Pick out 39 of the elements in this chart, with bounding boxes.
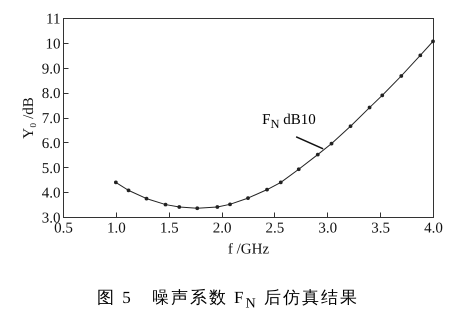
x-tick-label: 2.0 bbox=[212, 220, 232, 236]
x-tick-label: 2.5 bbox=[266, 220, 284, 236]
point bbox=[195, 206, 200, 210]
point bbox=[215, 205, 220, 209]
y-tick-label: 8.0 bbox=[42, 86, 60, 102]
y-tick-label: 4.0 bbox=[42, 186, 60, 202]
point bbox=[126, 188, 130, 192]
point bbox=[316, 152, 320, 156]
point bbox=[177, 205, 182, 209]
text: 图 5 噪声系数 F$_{N}$ 后仿真结果 bbox=[96, 287, 360, 312]
point bbox=[228, 202, 232, 206]
x-tick-label: 1.0 bbox=[106, 220, 126, 236]
point bbox=[296, 167, 301, 172]
point bbox=[114, 180, 118, 184]
point bbox=[368, 106, 372, 110]
y-tick-label: 10 bbox=[46, 36, 60, 52]
x-axis-title: f /GHz bbox=[228, 242, 270, 258]
point bbox=[144, 196, 148, 200]
y-tick-label: 6.0 bbox=[42, 136, 60, 152]
y-axis-title: Y₀ /dB bbox=[20, 97, 37, 139]
point bbox=[265, 188, 269, 192]
y-tick-label: 5.0 bbox=[42, 160, 60, 177]
point bbox=[330, 142, 334, 146]
y-tick-label: 7.0 bbox=[42, 111, 60, 127]
y-tick-label: 11 bbox=[46, 12, 60, 28]
x-tick-label: 4.0 bbox=[424, 220, 443, 236]
point bbox=[348, 124, 352, 128]
point bbox=[164, 202, 168, 206]
point bbox=[380, 93, 384, 98]
x-tick-label: 3.5 bbox=[371, 220, 390, 236]
x-tick-label: 1.5 bbox=[160, 220, 179, 236]
point bbox=[399, 74, 404, 78]
y-tick-label: 9.0 bbox=[42, 61, 60, 78]
point bbox=[431, 40, 435, 44]
point bbox=[278, 180, 283, 184]
point bbox=[418, 53, 422, 58]
annotation: F$_{N}$ dB10 bbox=[262, 112, 316, 132]
x-tick-label: 3.0 bbox=[318, 220, 338, 236]
point bbox=[246, 196, 250, 200]
